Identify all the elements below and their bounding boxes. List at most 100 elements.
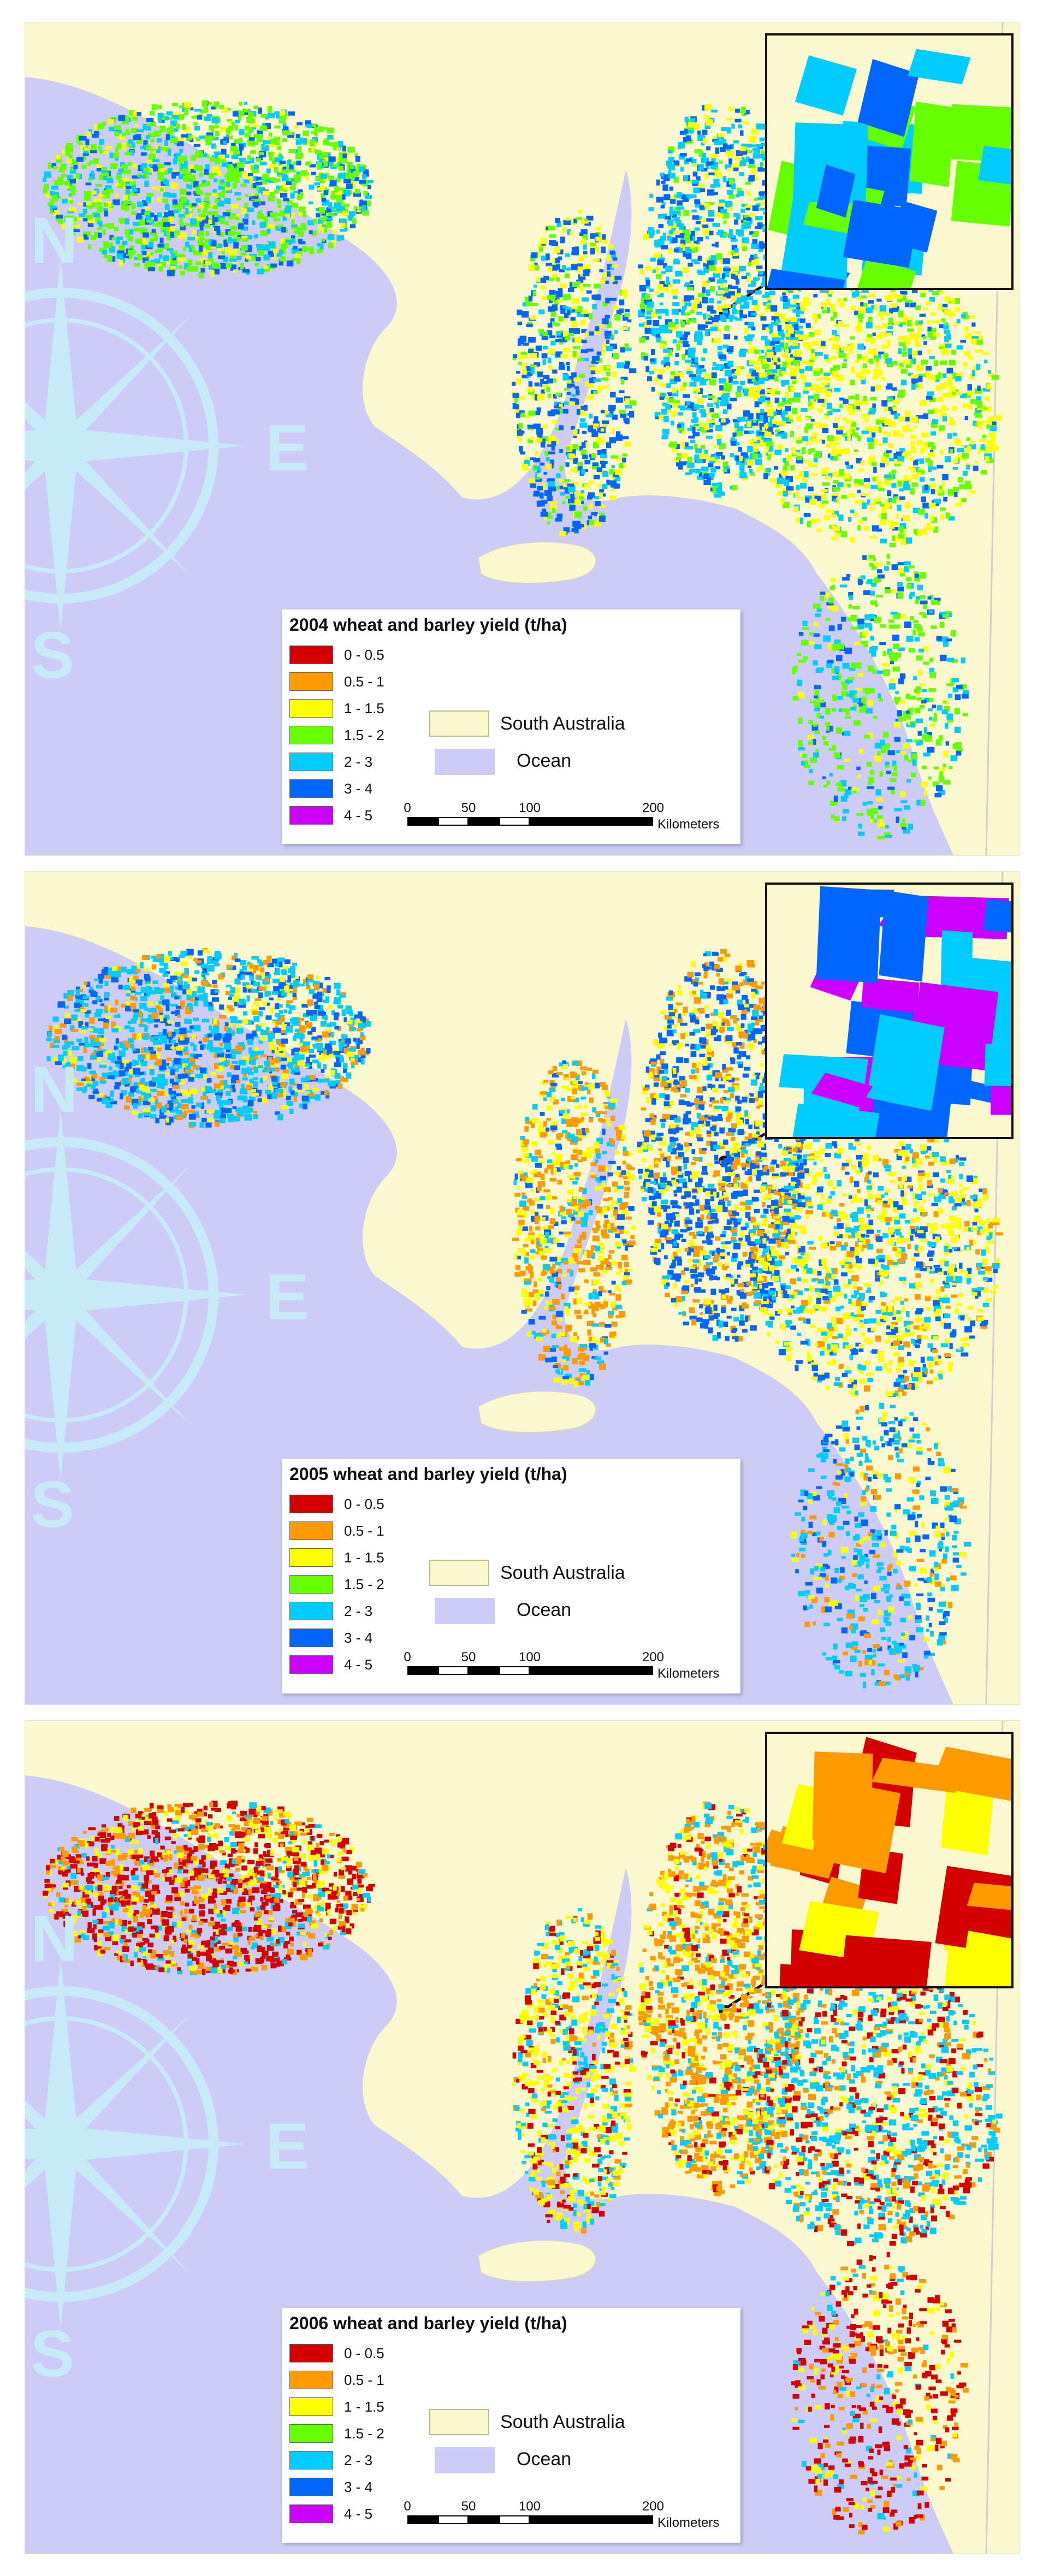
yield-pixel (573, 346, 580, 350)
yield-pixel (146, 192, 154, 197)
yield-pixel (330, 194, 337, 200)
yield-pixel (907, 504, 911, 509)
yield-pixel (722, 461, 728, 467)
yield-pixel (147, 262, 156, 267)
yield-pixel (622, 289, 628, 295)
yield-pixel (167, 168, 173, 174)
yield-pixel (557, 249, 564, 254)
yield-pixel (115, 239, 120, 245)
yield-pixel (684, 159, 689, 164)
yield-pixel (791, 331, 796, 337)
yield-pixel (757, 197, 765, 200)
yield-pixel (695, 469, 701, 473)
yield-pixel (167, 260, 170, 265)
yield-pixel (911, 416, 918, 423)
yield-pixel (825, 389, 833, 393)
yield-pixel (146, 159, 154, 164)
yield-pixel (748, 175, 755, 182)
yield-pixel (755, 290, 762, 295)
yield-pixel (956, 392, 962, 395)
yield-pixel (212, 192, 220, 197)
yield-pixel (573, 219, 577, 224)
yield-pixel (921, 359, 928, 365)
yield-pixel (838, 321, 843, 327)
yield-pixel (675, 400, 680, 404)
yield-pixel (854, 310, 861, 315)
yield-pixel (643, 356, 648, 361)
yield-pixel (602, 483, 608, 489)
yield-pixel (959, 484, 967, 489)
yield-pixel (353, 170, 359, 177)
yield-pixel (546, 253, 550, 260)
yield-pixel (339, 206, 345, 211)
yield-pixel (830, 454, 834, 460)
yield-pixel (979, 335, 983, 340)
yield-pixel (559, 404, 563, 407)
yield-pixel (945, 723, 949, 729)
yield-pixel (873, 578, 879, 583)
yield-pixel (771, 322, 779, 326)
yield-pixel (537, 371, 543, 377)
yield-pixel (691, 247, 698, 253)
yield-pixel (185, 171, 193, 175)
yield-pixel (917, 324, 922, 331)
yield-pixel (548, 478, 555, 484)
yield-pixel (685, 239, 691, 244)
yield-pixel (344, 208, 348, 213)
yield-pixel (100, 247, 106, 251)
yield-pixel (680, 407, 685, 411)
yield-pixel (694, 240, 698, 244)
yield-pixel (775, 429, 781, 433)
yield-pixel (340, 222, 345, 228)
yield-pixel (915, 596, 921, 600)
yield-pixel (792, 309, 799, 313)
yield-pixel (218, 192, 225, 198)
yield-pixel (624, 361, 630, 365)
yield-pixel (876, 298, 882, 302)
yield-pixel (570, 494, 574, 499)
yield-pixel (616, 457, 623, 461)
yield-pixel (682, 229, 690, 236)
yield-pixel (852, 698, 860, 703)
yield-pixel (886, 561, 891, 565)
yield-pixel (226, 177, 234, 182)
yield-pixel (849, 690, 857, 694)
yield-pixel (150, 252, 154, 256)
yield-pixel (774, 398, 780, 404)
yield-pixel (802, 390, 809, 394)
yield-pixel (75, 173, 80, 179)
yield-pixel (220, 159, 226, 163)
yield-pixel (877, 481, 882, 488)
yield-pixel (766, 441, 774, 447)
yield-pixel (910, 488, 915, 495)
yield-pixel (616, 431, 621, 435)
yield-pixel (146, 144, 151, 151)
yield-pixel (94, 124, 100, 130)
yield-pixel (598, 324, 605, 328)
yield-pixel (956, 502, 962, 507)
yield-pixel (602, 421, 608, 427)
yield-pixel (885, 358, 892, 364)
yield-pixel (681, 431, 686, 435)
yield-pixel (767, 341, 775, 346)
yield-pixel (828, 438, 834, 445)
yield-pixel (727, 164, 732, 168)
yield-pixel (291, 212, 295, 218)
yield-pixel (688, 122, 695, 128)
yield-pixel (218, 232, 224, 237)
yield-pixel (888, 619, 894, 623)
yield-pixel (985, 456, 989, 462)
yield-pixel (890, 655, 898, 661)
yield-pixel (102, 250, 108, 254)
yield-pixel (260, 114, 267, 118)
yield-pixel (930, 515, 934, 522)
yield-pixel (868, 456, 876, 460)
yield-pixel (567, 288, 574, 292)
yield-pixel (606, 442, 612, 448)
yield-pixel (538, 435, 543, 438)
yield-pixel (816, 377, 822, 381)
yield-pixel (563, 347, 570, 352)
yield-pixel (256, 257, 261, 262)
yield-pixel (865, 690, 870, 695)
yield-pixel (691, 209, 697, 212)
